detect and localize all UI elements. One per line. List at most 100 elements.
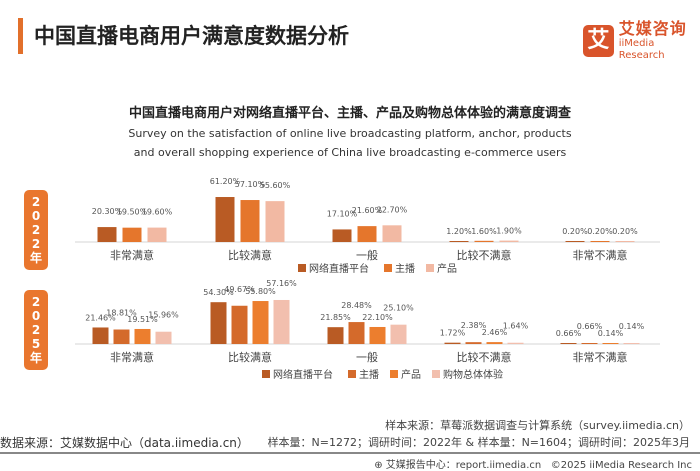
data-label: 21.60% (352, 206, 383, 215)
data-label: 0.20% (612, 227, 638, 236)
legend-swatch (432, 370, 440, 378)
bar (581, 343, 598, 344)
bar (602, 343, 619, 344)
footer-credits: ⊕ 艾媒报告中心：report.iimedia.cn ©2025 iiMedia… (374, 456, 692, 471)
data-label: 55.80% (245, 287, 276, 296)
bar (357, 226, 377, 242)
data-label: 21.46% (85, 313, 116, 322)
data-label: 1.20% (446, 227, 472, 236)
bar (332, 229, 352, 242)
title-accent-bar (18, 18, 23, 54)
legend-label: 产品 (401, 368, 421, 381)
bar (444, 342, 461, 344)
bar (382, 225, 402, 242)
bar (252, 301, 269, 344)
bar (565, 241, 585, 242)
data-label: 28.48% (341, 301, 372, 310)
data-label: 57.10% (235, 180, 266, 189)
bar (486, 342, 503, 344)
category-label: 非常满意 (110, 248, 154, 262)
bar (623, 343, 640, 344)
category-label: 一般 (356, 249, 378, 262)
category-label: 非常不满意 (573, 248, 628, 262)
bar (122, 227, 142, 242)
copyright: ©2025 iiMedia Research Inc (550, 460, 692, 471)
legend-swatch (390, 370, 398, 378)
bar (215, 197, 235, 242)
data-label: 0.20% (562, 227, 588, 236)
bar (590, 241, 610, 242)
data-label: 21.85% (320, 313, 351, 322)
bar (97, 227, 117, 242)
bar (499, 240, 519, 242)
data-label: 0.66% (577, 322, 603, 331)
legend-label: 购物总体体验 (443, 368, 503, 381)
sample-info: 样本量：N=1272；调研时间：2022年 & 样本量：N=1604；调研时间：… (267, 436, 690, 449)
bar (134, 328, 151, 344)
data-label: 2.46% (482, 328, 508, 337)
data-label: 1.60% (471, 227, 497, 236)
data-label: 18.81% (106, 309, 137, 318)
data-label: 22.10% (362, 313, 393, 322)
data-label: 49.67% (224, 285, 255, 294)
legend-label: 网络直播平台 (309, 262, 369, 275)
data-label: 0.14% (598, 329, 624, 338)
data-label: 17.10% (327, 209, 358, 218)
category-label: 比较满意 (228, 248, 272, 262)
bar (369, 326, 386, 344)
legend-swatch (384, 264, 392, 272)
category-label: 一般 (356, 351, 378, 364)
legend-label: 主播 (359, 368, 379, 381)
bar (231, 305, 248, 344)
data-label: 0.66% (556, 329, 582, 338)
legend-label: 主播 (395, 262, 415, 275)
bar-chart: 非常满意20.30%19.50%19.60%比较满意61.20%57.10%55… (75, 177, 660, 381)
data-label: 54.30% (203, 288, 234, 297)
legend-label: 产品 (437, 262, 457, 275)
bar (147, 227, 167, 242)
category-label: 非常不满意 (573, 350, 628, 364)
bar (273, 299, 290, 344)
logo-cn: 艾媒咨询 (618, 19, 687, 38)
bar (507, 342, 524, 344)
bar (560, 343, 577, 344)
bar (390, 324, 407, 344)
bar (265, 201, 285, 242)
logo-en: iiMedia Research (618, 38, 665, 61)
bar (155, 331, 172, 344)
data-label: 57.16% (266, 279, 297, 288)
footer-divider (0, 452, 700, 454)
page-title: 中国直播电商用户满意度数据分析 (34, 24, 349, 48)
data-label: 0.14% (619, 322, 645, 331)
bar (210, 302, 227, 344)
bar (474, 240, 494, 242)
bar (449, 241, 469, 242)
legend-swatch (262, 370, 270, 378)
legend-swatch (348, 370, 356, 378)
legend-label: 网络直播平台 (273, 368, 333, 381)
data-label: 1.72% (440, 329, 466, 338)
report-link[interactable]: 艾媒报告中心：report.iimedia.cn (385, 460, 542, 471)
bar (327, 327, 344, 344)
data-label: 61.20% (210, 177, 241, 186)
legend-swatch (298, 264, 306, 272)
bar (465, 342, 482, 344)
data-label: 55.60% (260, 181, 291, 190)
data-label: 25.10% (383, 304, 414, 313)
data-label: 20.30% (92, 207, 123, 216)
logo-mark: 艾 (583, 25, 614, 57)
category-label: 比较不满意 (457, 248, 512, 262)
bar (92, 327, 109, 344)
data-label: 19.60% (142, 208, 173, 217)
chart-subtitle: Survey on the satisfaction of online liv… (128, 127, 572, 159)
bar (240, 200, 260, 242)
chart-title: 中国直播电商用户对网络直播平台、主播、产品及购物总体体验的满意度调查 (128, 106, 571, 121)
data-source: 数据来源：艾媒数据中心（data.iimedia.cn） (0, 436, 249, 450)
data-label: 1.64% (503, 322, 529, 331)
data-label: 15.96% (148, 311, 179, 320)
bar (615, 241, 635, 242)
bar (113, 329, 130, 344)
category-label: 比较不满意 (457, 350, 512, 364)
